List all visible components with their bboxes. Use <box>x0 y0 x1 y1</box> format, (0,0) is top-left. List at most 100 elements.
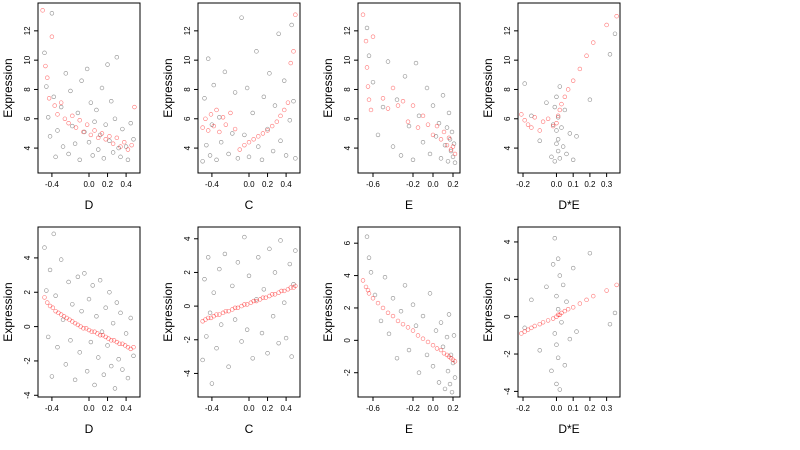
data-point <box>410 328 416 333</box>
data-point <box>114 339 120 345</box>
red-series <box>42 295 136 352</box>
data-point <box>293 283 298 289</box>
data-point <box>77 118 82 123</box>
data-point <box>223 308 229 314</box>
data-point <box>363 38 369 44</box>
data-point <box>293 156 298 161</box>
data-point <box>202 96 207 101</box>
x-axis-title: E <box>405 422 413 436</box>
black-series <box>200 15 298 164</box>
data-point <box>370 79 376 85</box>
data-point <box>92 382 97 388</box>
data-point <box>84 369 90 374</box>
data-point <box>577 301 583 306</box>
data-point <box>265 351 270 356</box>
x-tick-label: -0.2 <box>406 404 420 413</box>
data-point <box>200 357 205 363</box>
data-point <box>40 8 45 13</box>
data-point <box>370 296 376 301</box>
x-tick-label: 0.2 <box>262 180 274 189</box>
data-point <box>92 128 97 133</box>
data-point <box>544 284 549 289</box>
data-point <box>559 320 564 325</box>
data-point <box>554 94 559 99</box>
chart-panel-1: -0.4 0.0 0.2 0.4 4 6 8 10 12 D Expression <box>1 2 141 212</box>
data-point <box>452 359 458 364</box>
x-tick-label: 0.0 <box>427 404 439 413</box>
data-point <box>529 325 534 331</box>
data-point <box>385 106 391 111</box>
data-point <box>70 123 75 129</box>
data-point <box>86 140 92 145</box>
y-tick-label: -2 <box>183 336 192 344</box>
data-point <box>584 297 589 303</box>
data-point <box>259 330 265 336</box>
data-point <box>368 270 374 275</box>
data-point <box>522 329 527 334</box>
data-point <box>217 129 222 135</box>
red-series <box>519 282 619 336</box>
data-point <box>283 335 289 341</box>
x-axis-title: E <box>405 198 413 212</box>
x-tick-label: 0.2 <box>262 404 274 413</box>
data-point <box>267 246 272 252</box>
data-point <box>574 134 579 139</box>
data-point <box>272 103 278 108</box>
data-point <box>251 137 256 142</box>
data-point <box>84 326 89 331</box>
x-tick-label: -0.2 <box>516 404 530 413</box>
data-point <box>92 329 97 334</box>
data-point <box>395 103 401 108</box>
data-point <box>562 363 568 368</box>
data-point <box>614 282 619 288</box>
data-point <box>125 345 131 350</box>
data-point <box>274 119 280 124</box>
data-point <box>276 31 281 36</box>
data-point <box>239 303 244 309</box>
data-point <box>58 104 64 110</box>
x-tick-label: -0.4 <box>45 180 59 189</box>
data-point <box>44 84 49 89</box>
data-point <box>537 348 542 353</box>
data-point <box>44 288 49 293</box>
data-point <box>270 148 276 154</box>
data-point <box>293 248 298 253</box>
data-point <box>416 370 422 375</box>
data-point <box>226 308 231 314</box>
data-point <box>282 300 287 305</box>
data-point <box>226 364 231 369</box>
data-point <box>444 334 450 340</box>
x-axis-title: D*E <box>558 198 579 212</box>
data-point <box>120 126 125 132</box>
data-point <box>612 31 618 36</box>
data-point <box>70 319 75 324</box>
data-point <box>555 137 561 142</box>
y-tick-label: 4 <box>343 145 352 150</box>
black-series <box>42 231 136 391</box>
data-point <box>257 297 263 302</box>
data-point <box>452 375 458 380</box>
y-tick-label: 8 <box>183 87 192 92</box>
data-point <box>445 159 451 164</box>
data-point <box>97 278 103 283</box>
data-point <box>45 300 50 305</box>
data-point <box>444 125 450 130</box>
data-point <box>49 34 55 39</box>
data-point <box>223 122 229 127</box>
data-point <box>89 329 94 334</box>
data-point <box>72 377 78 383</box>
data-point <box>99 131 105 136</box>
data-point <box>45 75 50 80</box>
x-tick-label: 0.0 <box>551 404 563 413</box>
data-point <box>97 332 103 338</box>
data-point <box>570 157 576 163</box>
data-point <box>289 22 294 28</box>
data-point <box>394 97 400 102</box>
data-point <box>63 362 69 367</box>
data-point <box>107 138 112 143</box>
data-point <box>612 310 618 316</box>
y-tick-label: 6 <box>343 116 352 121</box>
data-point <box>88 339 94 345</box>
data-point <box>84 66 90 72</box>
data-point <box>222 69 228 75</box>
